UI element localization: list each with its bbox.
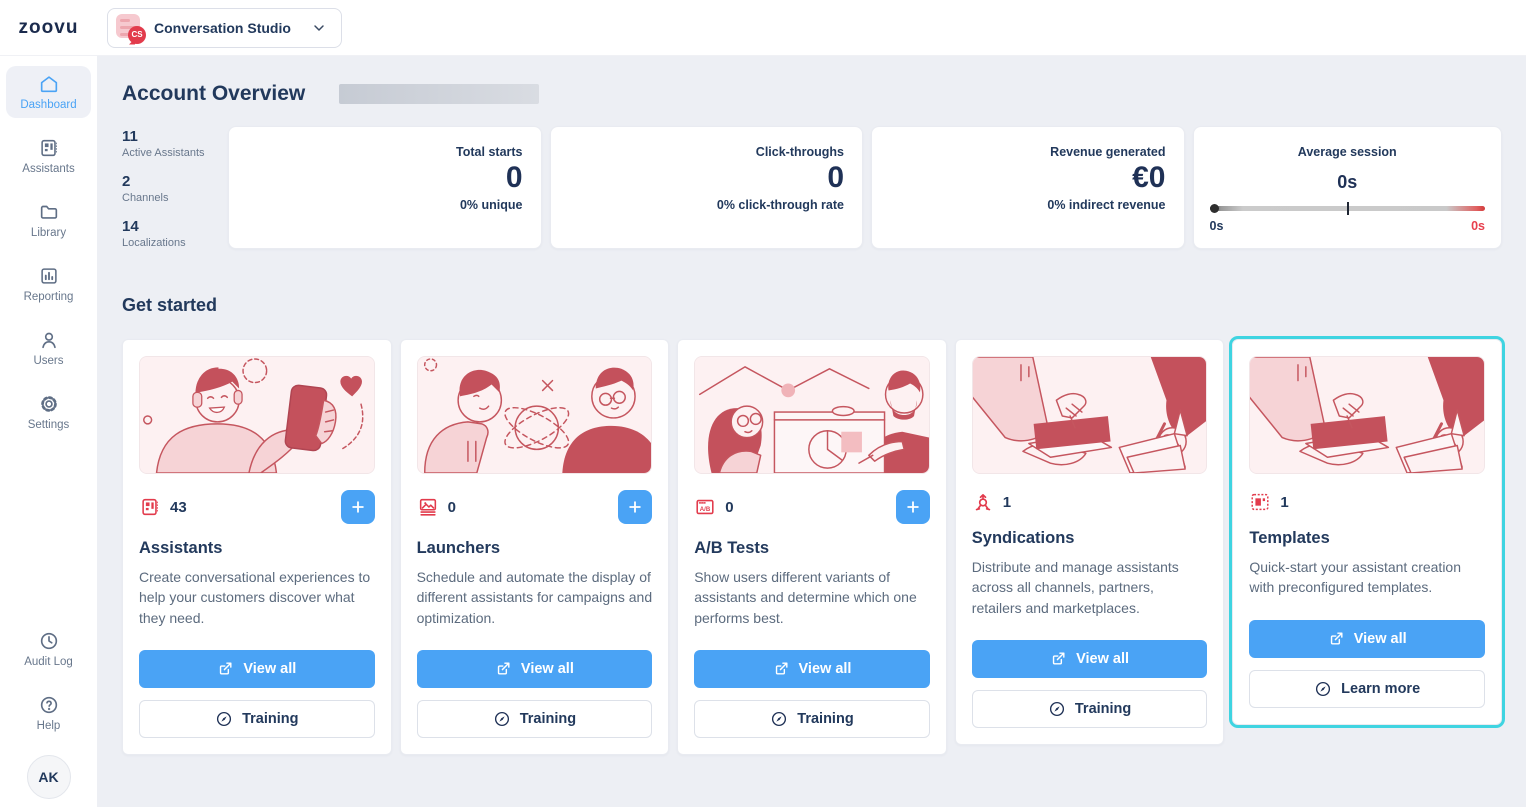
card-launchers: 0 Launchers Schedule and automate the di… (399, 339, 670, 755)
compass-icon (772, 711, 787, 726)
training-assistants-button[interactable]: Training (139, 699, 375, 738)
view-all-assistants-button[interactable]: View all (139, 649, 375, 688)
topbar: zoovu CS Conversation Studio (0, 0, 1526, 56)
sidebar-item-audit-log[interactable]: Audit Log (6, 623, 91, 675)
syndication-icon (975, 494, 991, 511)
sidebar-item-users[interactable]: Users (6, 322, 91, 374)
stat-card-click-throughs: Click-throughs 0 0% click-through rate (549, 126, 863, 249)
card-title: Launchers (416, 539, 501, 557)
assistants-icon (40, 139, 57, 157)
ab-tests-illustration (694, 356, 930, 474)
learn-more-templates-button[interactable]: Learn more (1249, 669, 1485, 708)
training-syndications-button[interactable]: Training (971, 689, 1208, 728)
card-description: Quick-start your assistant creation with… (1249, 559, 1462, 596)
bar-chart-icon (40, 268, 57, 284)
main-content: Account Overview 11 Active Assistants 2 … (97, 56, 1526, 807)
card-title: Assistants (139, 539, 223, 557)
external-link-icon (1052, 652, 1065, 665)
syndications-illustration (971, 356, 1208, 474)
launchers-count: 0 (447, 498, 456, 516)
redacted-account-name (339, 84, 540, 104)
assistants-illustration (139, 356, 375, 474)
sidebar: Dashboard Assistants Library Reporting U… (0, 56, 97, 807)
sidebar-item-assistants[interactable]: Assistants (6, 130, 91, 182)
session-gauge (1209, 201, 1485, 215)
launcher-icon (419, 498, 436, 516)
compass-icon (217, 711, 232, 726)
assistants-icon (142, 498, 158, 516)
clock-icon (40, 632, 57, 650)
assistants-count: 43 (170, 498, 187, 516)
ab-test-icon: A/B (696, 499, 714, 515)
user-icon (41, 332, 56, 349)
view-all-templates-button[interactable]: View all (1249, 619, 1485, 658)
card-assistants: 43 Assistants Create conversational expe… (122, 339, 392, 755)
home-icon (40, 76, 57, 93)
card-title: Syndications (971, 529, 1075, 547)
add-assistant-button[interactable] (340, 490, 375, 524)
stat-card-average-session: Average session 0s 0s 0s (1192, 126, 1502, 249)
sidebar-item-settings[interactable]: Settings (6, 386, 91, 438)
folder-icon (40, 205, 57, 219)
card-description: Show users different variants of assista… (694, 569, 917, 626)
card-description: Schedule and automate the display of dif… (416, 569, 653, 626)
chevron-down-icon (314, 24, 324, 31)
user-avatar[interactable]: AK (26, 755, 71, 799)
card-title: A/B Tests (694, 539, 770, 557)
training-ab-tests-button[interactable]: Training (694, 699, 930, 738)
sidebar-item-help[interactable]: Help (6, 687, 91, 739)
view-all-launchers-button[interactable]: View all (416, 649, 653, 688)
ab-tests-count: 0 (725, 498, 734, 516)
svg-text:A/B: A/B (700, 507, 711, 513)
account-mini-stats: 11 Active Assistants 2 Channels 14 Local… (122, 126, 220, 263)
card-description: Create conversational experiences to hel… (139, 569, 371, 626)
compass-icon (494, 711, 509, 726)
templates-count: 1 (1280, 493, 1289, 511)
page-title: Account Overview (122, 82, 306, 105)
mini-stat-active-assistants: 11 Active Assistants (122, 128, 205, 159)
syndications-count: 1 (1002, 493, 1012, 511)
plus-icon (629, 501, 641, 513)
add-launcher-button[interactable] (618, 490, 653, 524)
training-launchers-button[interactable]: Training (416, 699, 653, 738)
app-switcher-label: Conversation Studio (154, 19, 291, 36)
external-link-icon (775, 662, 788, 675)
gear-icon (40, 396, 57, 412)
get-started-title: Get started (122, 295, 218, 315)
app-switcher-dropdown[interactable]: CS Conversation Studio (107, 7, 342, 48)
compass-icon (1049, 701, 1064, 716)
add-ab-test-button[interactable] (895, 490, 930, 524)
gauge-max-label: 0s (1471, 218, 1485, 233)
card-title: Templates (1249, 529, 1330, 547)
card-description: Distribute and manage assistants across … (971, 559, 1179, 616)
external-link-icon (1330, 632, 1343, 645)
external-link-icon (497, 662, 510, 675)
zoovu-logo: zoovu (18, 16, 79, 38)
view-all-syndications-button[interactable]: View all (971, 639, 1208, 678)
sidebar-item-dashboard[interactable]: Dashboard (6, 66, 91, 118)
question-icon (40, 696, 57, 714)
plus-icon (907, 501, 919, 513)
stat-card-revenue: Revenue generated €0 0% indirect revenue (871, 126, 1185, 249)
launchers-illustration (416, 356, 653, 474)
external-link-icon (220, 662, 232, 675)
conversation-studio-icon: CS (116, 13, 146, 44)
stat-card-total-starts: Total starts 0 0% unique (228, 126, 542, 249)
template-icon (1251, 493, 1269, 511)
sidebar-item-library[interactable]: Library (6, 194, 91, 246)
plus-icon (351, 501, 364, 513)
mini-stat-localizations: 14 Localizations (122, 218, 186, 249)
templates-illustration (1249, 356, 1485, 474)
sidebar-item-reporting[interactable]: Reporting (6, 258, 91, 310)
card-ab-tests: A/B 0 A/B Tests Show users different var… (677, 339, 947, 755)
gauge-min-label: 0s (1209, 218, 1224, 233)
view-all-ab-tests-button[interactable]: View all (694, 649, 930, 688)
mini-stat-channels: 2 Channels (122, 173, 169, 204)
card-syndications: 1 Syndications Distribute and manage ass… (954, 339, 1225, 745)
compass-icon (1316, 681, 1331, 696)
card-templates: 1 Templates Quick-start your assistant c… (1232, 339, 1502, 725)
